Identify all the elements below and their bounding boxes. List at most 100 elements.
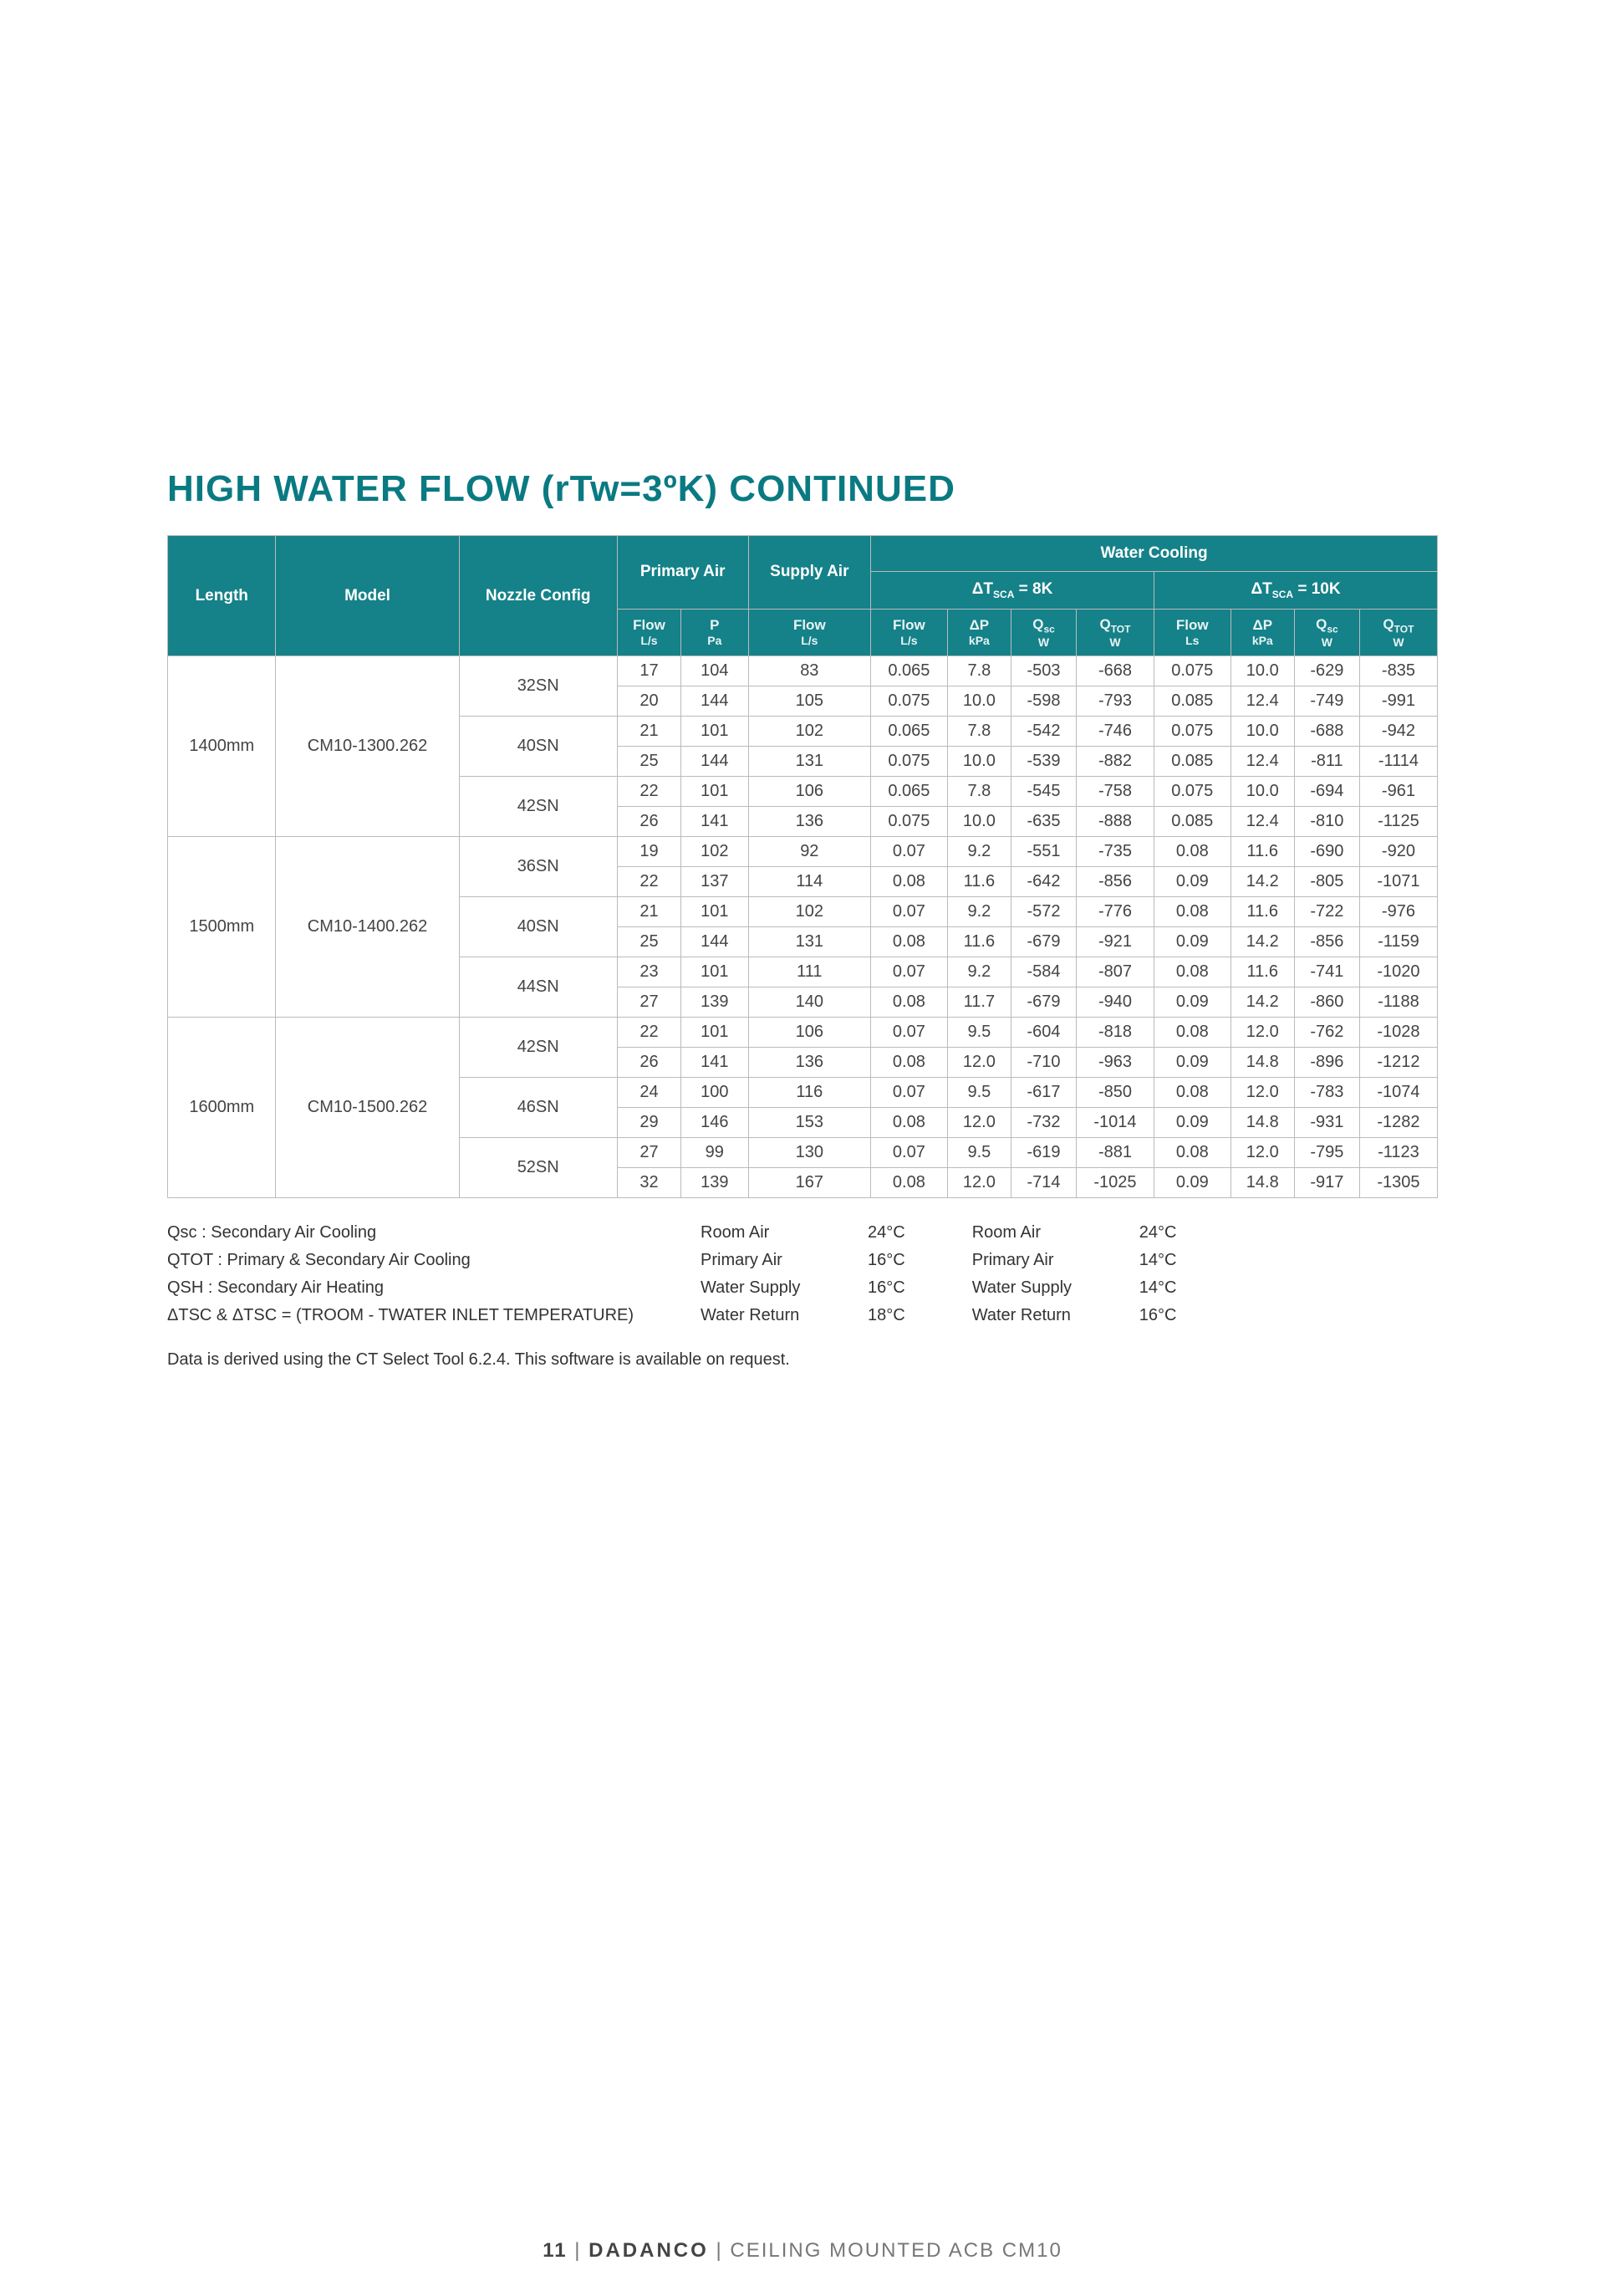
data-cell: -1071 bbox=[1359, 867, 1437, 897]
data-cell: -940 bbox=[1076, 987, 1154, 1018]
table-head: Length Model Nozzle Config Primary Air S… bbox=[168, 536, 1438, 656]
data-cell: 25 bbox=[617, 927, 680, 957]
footer-product: CEILING MOUNTED ACB CM10 bbox=[730, 2239, 1062, 2262]
legend-row: Water Supply14°C bbox=[972, 1278, 1177, 1298]
footer-sep1: | bbox=[574, 2239, 588, 2262]
data-cell: 11.6 bbox=[1230, 957, 1294, 987]
data-cell: -881 bbox=[1076, 1138, 1154, 1168]
data-cell: 27 bbox=[617, 1138, 680, 1168]
data-cell: 141 bbox=[681, 807, 748, 837]
data-cell: -888 bbox=[1076, 807, 1154, 837]
table-row: 1600mmCM10-1500.26242SN221011060.079.5-6… bbox=[168, 1018, 1438, 1048]
legend-value: 16°C bbox=[868, 1251, 905, 1270]
data-cell: 14.2 bbox=[1230, 927, 1294, 957]
data-cell: 111 bbox=[748, 957, 871, 987]
cell-nozzle: 36SN bbox=[459, 837, 617, 897]
data-note: Data is derived using the CT Select Tool… bbox=[167, 1350, 1438, 1370]
sub-wc10-dp: ΔPkPa bbox=[1230, 609, 1294, 656]
data-cell: -572 bbox=[1011, 897, 1077, 927]
legend-label: Water Return bbox=[701, 1306, 843, 1325]
data-cell: 10.0 bbox=[947, 747, 1011, 777]
data-cell: -710 bbox=[1011, 1048, 1077, 1078]
data-cell: -882 bbox=[1076, 747, 1154, 777]
data-cell: -679 bbox=[1011, 927, 1077, 957]
cell-nozzle: 40SN bbox=[459, 897, 617, 957]
cell-model: CM10-1500.262 bbox=[276, 1018, 459, 1198]
data-cell: 0.085 bbox=[1154, 686, 1231, 717]
data-cell: 12.0 bbox=[1230, 1138, 1294, 1168]
data-cell: -741 bbox=[1294, 957, 1359, 987]
data-cell: 7.8 bbox=[947, 717, 1011, 747]
legend-value: 18°C bbox=[868, 1306, 905, 1325]
data-cell: 11.6 bbox=[1230, 897, 1294, 927]
data-cell: 12.0 bbox=[1230, 1078, 1294, 1108]
legend-label: Water Supply bbox=[701, 1278, 843, 1298]
data-cell: -856 bbox=[1294, 927, 1359, 957]
page-content: HIGH WATER FLOW (rTw=3ºK) CONTINUED Leng… bbox=[0, 0, 1605, 1453]
data-cell: 92 bbox=[748, 837, 871, 867]
data-cell: 22 bbox=[617, 777, 680, 807]
data-cell: 17 bbox=[617, 656, 680, 686]
data-cell: 0.075 bbox=[871, 807, 948, 837]
data-cell: -551 bbox=[1011, 837, 1077, 867]
cell-model: CM10-1300.262 bbox=[276, 656, 459, 837]
data-cell: -1125 bbox=[1359, 807, 1437, 837]
data-cell: 24 bbox=[617, 1078, 680, 1108]
data-cell: 14.2 bbox=[1230, 987, 1294, 1018]
legend-value: 16°C bbox=[1139, 1306, 1177, 1325]
footer-brand: DADANCO bbox=[588, 2239, 709, 2262]
data-cell: -860 bbox=[1294, 987, 1359, 1018]
data-cell: -714 bbox=[1011, 1168, 1077, 1198]
legend-label: Primary Air bbox=[701, 1251, 843, 1270]
data-cell: 0.075 bbox=[1154, 717, 1231, 747]
data-cell: 0.08 bbox=[1154, 957, 1231, 987]
data-cell: 99 bbox=[681, 1138, 748, 1168]
legend-def: QTOT : Primary & Secondary Air Cooling bbox=[167, 1251, 634, 1270]
data-cell: 25 bbox=[617, 747, 680, 777]
data-cell: 144 bbox=[681, 747, 748, 777]
sub-flow-ls: FlowL/s bbox=[617, 609, 680, 656]
data-cell: 11.7 bbox=[947, 987, 1011, 1018]
data-cell: 104 bbox=[681, 656, 748, 686]
data-cell: 26 bbox=[617, 807, 680, 837]
cell-length: 1500mm bbox=[168, 837, 276, 1018]
data-cell: -807 bbox=[1076, 957, 1154, 987]
data-cell: 29 bbox=[617, 1108, 680, 1138]
data-cell: 14.8 bbox=[1230, 1108, 1294, 1138]
footer-sep2: | bbox=[716, 2239, 730, 2262]
data-cell: -805 bbox=[1294, 867, 1359, 897]
sub-wc10-flow: FlowLs bbox=[1154, 609, 1231, 656]
data-cell: 0.065 bbox=[871, 656, 948, 686]
data-cell: -619 bbox=[1011, 1138, 1077, 1168]
data-cell: -1159 bbox=[1359, 927, 1437, 957]
data-cell: -617 bbox=[1011, 1078, 1077, 1108]
data-cell: 101 bbox=[681, 717, 748, 747]
data-cell: 0.07 bbox=[871, 837, 948, 867]
data-cell: 14.2 bbox=[1230, 867, 1294, 897]
data-cell: 153 bbox=[748, 1108, 871, 1138]
data-cell: 0.075 bbox=[1154, 777, 1231, 807]
data-cell: 11.6 bbox=[947, 927, 1011, 957]
data-cell: -896 bbox=[1294, 1048, 1359, 1078]
data-cell: -810 bbox=[1294, 807, 1359, 837]
data-cell: 22 bbox=[617, 867, 680, 897]
data-cell: 101 bbox=[681, 897, 748, 927]
data-cell: 0.065 bbox=[871, 717, 948, 747]
data-cell: 0.065 bbox=[871, 777, 948, 807]
legend-label: Water Return bbox=[972, 1306, 1114, 1325]
legend-value: 24°C bbox=[1139, 1223, 1177, 1242]
cell-model: CM10-1400.262 bbox=[276, 837, 459, 1018]
legend-value: 14°C bbox=[1139, 1251, 1177, 1270]
cell-nozzle: 52SN bbox=[459, 1138, 617, 1198]
data-cell: 0.08 bbox=[871, 927, 948, 957]
data-cell: 0.07 bbox=[871, 1138, 948, 1168]
data-cell: -835 bbox=[1359, 656, 1437, 686]
data-cell: -668 bbox=[1076, 656, 1154, 686]
data-cell: -584 bbox=[1011, 957, 1077, 987]
col-nozzle: Nozzle Config bbox=[459, 536, 617, 656]
data-cell: 11.6 bbox=[1230, 837, 1294, 867]
data-cell: 9.2 bbox=[947, 897, 1011, 927]
table-body: 1400mmCM10-1300.26232SN17104830.0657.8-5… bbox=[168, 656, 1438, 1198]
page-title: HIGH WATER FLOW (rTw=3ºK) CONTINUED bbox=[167, 468, 1438, 510]
data-cell: 137 bbox=[681, 867, 748, 897]
